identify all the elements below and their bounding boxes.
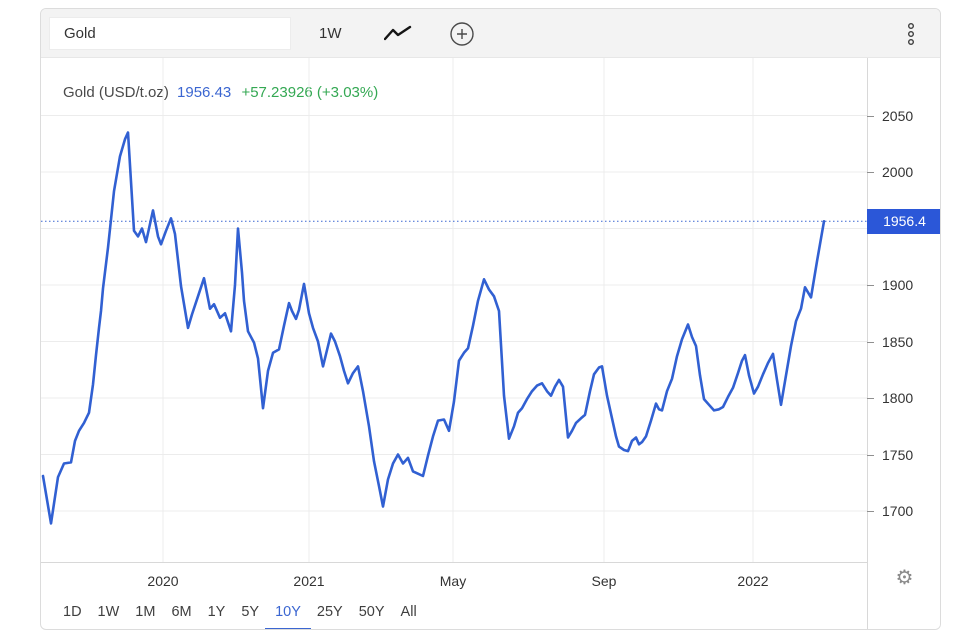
x-axis-label: Sep (591, 573, 617, 589)
instrument-name: Gold (USD/t.oz) (63, 84, 169, 101)
toolbar: 1W (41, 9, 940, 58)
price-line (41, 131, 826, 525)
y-axis-tick (867, 172, 874, 173)
range-button-10y[interactable]: 10Y (265, 593, 311, 629)
kebab-menu-icon[interactable] (904, 22, 918, 46)
y-axis-label: 1900 (867, 276, 940, 294)
active-range-underline (265, 628, 311, 629)
y-axis-tick (867, 115, 874, 117)
add-circle-icon[interactable] (449, 21, 475, 47)
x-axis-label: 2020 (147, 573, 179, 589)
x-axis-label: 2022 (737, 573, 769, 589)
y-axis-tick (867, 341, 874, 343)
y-axis-label: 2050 (867, 107, 940, 125)
line-chart-icon[interactable] (384, 25, 412, 43)
price-chart-plot[interactable] (41, 58, 867, 562)
y-axis-label: 1750 (867, 446, 940, 464)
search-input[interactable] (49, 17, 291, 50)
range-button-1m[interactable]: 1M (135, 604, 156, 620)
y-axis-tick (867, 454, 874, 456)
price-change: +57.23926 (+3.03%) (241, 84, 379, 101)
x-axis-line (41, 562, 867, 563)
x-axis-label: May (439, 573, 467, 589)
range-button-1w[interactable]: 1W (97, 604, 120, 620)
range-button-5y[interactable]: 5Y (241, 604, 260, 620)
y-axis-label: 1700 (867, 502, 940, 520)
y-axis-label: 1850 (867, 333, 940, 351)
chart-widget: 1W Gold (USD/t.oz) 1956.43 +57.23926 (+3… (40, 8, 941, 630)
range-button-1d[interactable]: 1D (63, 604, 82, 620)
range-button-25y[interactable]: 25Y (316, 604, 343, 620)
y-axis-column: 2050 2000 1900 1850 1800 1750 1700 (867, 58, 940, 629)
x-axis-label: 2021 (293, 573, 325, 589)
timeframe-label[interactable]: 1W (319, 25, 342, 42)
y-axis-tick (867, 398, 874, 399)
last-price: 1956.43 (177, 84, 232, 101)
gear-icon[interactable]: ⚙ (895, 567, 914, 589)
y-axis-label: 1800 (867, 389, 940, 407)
chart-header: Gold (USD/t.oz) 1956.43 +57.23926 (+3.03… (63, 84, 378, 101)
y-axis-tick (867, 285, 874, 286)
current-price-badge: 1956.4 (867, 208, 940, 234)
range-button-all[interactable]: All (400, 604, 417, 620)
range-button-1y[interactable]: 1Y (207, 604, 226, 620)
range-selector: 1D 1W 1M 6M 1Y 5Y 10Y 25Y 50Y All (41, 593, 867, 629)
y-axis-label: 2000 (867, 163, 940, 181)
range-button-50y[interactable]: 50Y (358, 604, 385, 620)
range-button-6m[interactable]: 6M (171, 604, 192, 620)
y-axis-tick (867, 511, 874, 512)
